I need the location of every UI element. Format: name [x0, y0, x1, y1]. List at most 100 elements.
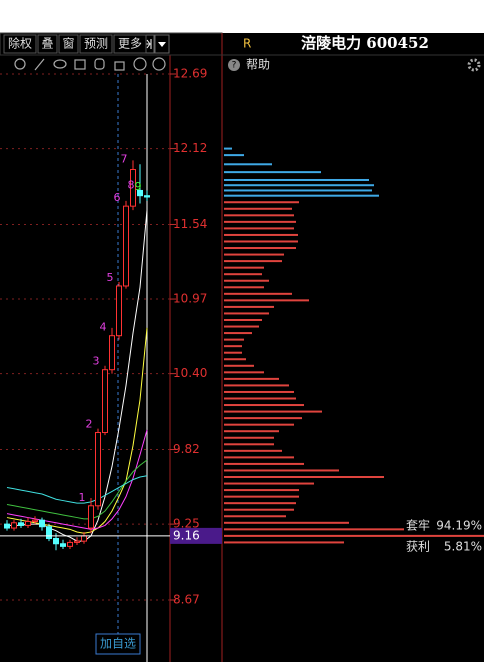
profile-bar [224, 456, 294, 459]
profile-bar [224, 273, 262, 276]
candle-body [18, 522, 24, 526]
profile-bar [224, 351, 242, 354]
profile-bar [224, 449, 282, 452]
add-button-label[interactable]: 加自选 [100, 637, 136, 651]
profile-bar [224, 390, 294, 393]
moving-average [6, 459, 148, 520]
count-label: 4 [100, 321, 107, 334]
profile-bar [224, 371, 264, 374]
current-price-label: 9.16 [173, 528, 200, 542]
profile-bar [224, 410, 322, 413]
profile-bar [224, 534, 484, 537]
toolbar-button[interactable] [113, 34, 147, 54]
profile-bar [224, 364, 254, 367]
profile-bar [224, 338, 244, 341]
toolbar-button[interactable] [3, 34, 37, 54]
moving-average [6, 475, 148, 504]
profile-bar [224, 147, 232, 150]
profile-bar [224, 184, 374, 187]
profile-bar [224, 279, 269, 282]
price-tick-label: 9.82 [173, 442, 200, 456]
price-tick-label: 9.25 [173, 517, 200, 531]
profile-bar [224, 358, 246, 361]
profile-bar [224, 154, 244, 157]
stat-label: 获利 [406, 540, 430, 554]
top-blank [0, 0, 484, 33]
profile-bar [224, 260, 282, 263]
toolbar-button[interactable] [58, 34, 79, 54]
profile-bar [224, 305, 274, 308]
candle-body [95, 432, 101, 507]
stock-title: 涪陵电力 600452 [301, 34, 429, 52]
profile-bar [224, 214, 294, 217]
profile-bar [224, 332, 252, 335]
lock-icon[interactable] [114, 61, 125, 71]
toolbar-button[interactable] [79, 34, 113, 54]
profile-bar [224, 541, 344, 544]
candle-body [32, 519, 38, 522]
toolbar-button-label[interactable]: 叠 [41, 37, 53, 51]
count-label: 6 [114, 191, 121, 204]
moving-average [6, 429, 148, 530]
profile-bar [224, 233, 298, 236]
profile-bar [224, 345, 242, 348]
profile-bar [224, 299, 309, 302]
candle-body [88, 505, 94, 529]
count-label: 1 [79, 491, 86, 504]
profile-bar [224, 266, 264, 269]
candle-body [116, 285, 122, 337]
profile-bar [224, 194, 379, 197]
settings-icon[interactable] [14, 58, 26, 70]
candle-body [109, 335, 115, 371]
candle-body [102, 369, 108, 434]
candle-body [39, 519, 45, 528]
price-tick-label: 10.40 [173, 366, 207, 380]
profile-bar [224, 489, 299, 492]
gear-icon[interactable] [467, 58, 481, 72]
basket-icon[interactable] [74, 59, 86, 70]
profile-bar [224, 528, 404, 531]
profile-bar [224, 220, 296, 223]
candle-body [53, 538, 59, 545]
moving-average [6, 327, 148, 534]
price-tick-label: 8.67 [173, 593, 200, 607]
eye-icon[interactable] [53, 59, 67, 69]
price-tick-label: 11.54 [173, 217, 207, 231]
profile-bar [224, 171, 321, 174]
stat-value: 94.19% [436, 519, 482, 533]
pen-icon[interactable] [34, 58, 45, 71]
stat-label: 套牢 [406, 518, 430, 533]
profile-bar [224, 423, 294, 426]
candle-body [123, 205, 129, 287]
candle-body [144, 195, 150, 198]
toolbar-button-label[interactable]: 预测 [84, 37, 108, 51]
hand-icon[interactable] [94, 58, 105, 70]
profile-bar [224, 384, 289, 387]
toolbar-button[interactable] [37, 34, 58, 54]
candle-body [25, 520, 31, 526]
count-label: 7 [121, 153, 128, 166]
profile-bar [224, 443, 274, 446]
profile-bar [224, 292, 292, 295]
count-label: 5 [107, 271, 114, 284]
count-label: 9 [135, 180, 142, 193]
help-text[interactable]: 帮助 [246, 58, 270, 72]
profile-bar [224, 397, 296, 400]
profile-bar [224, 325, 259, 328]
profile-bar [224, 417, 302, 420]
help-icon[interactable] [228, 59, 240, 71]
price-tick-label: 10.97 [173, 292, 207, 306]
zoom-out-icon[interactable] [152, 57, 166, 71]
profile-bar [224, 495, 299, 498]
toolbar-button-label[interactable]: 窗 [62, 37, 74, 51]
profile-bar [224, 521, 349, 524]
zoom-in-icon[interactable] [133, 57, 147, 71]
toolbar-button-label[interactable]: 更多 [118, 37, 142, 51]
candle-body [60, 543, 66, 547]
profile-bar [224, 469, 339, 472]
tool-icons [14, 57, 166, 71]
add-button[interactable] [95, 633, 141, 655]
profile-bar [224, 482, 314, 485]
toolbar-button-label[interactable]: 除权 [8, 36, 32, 51]
